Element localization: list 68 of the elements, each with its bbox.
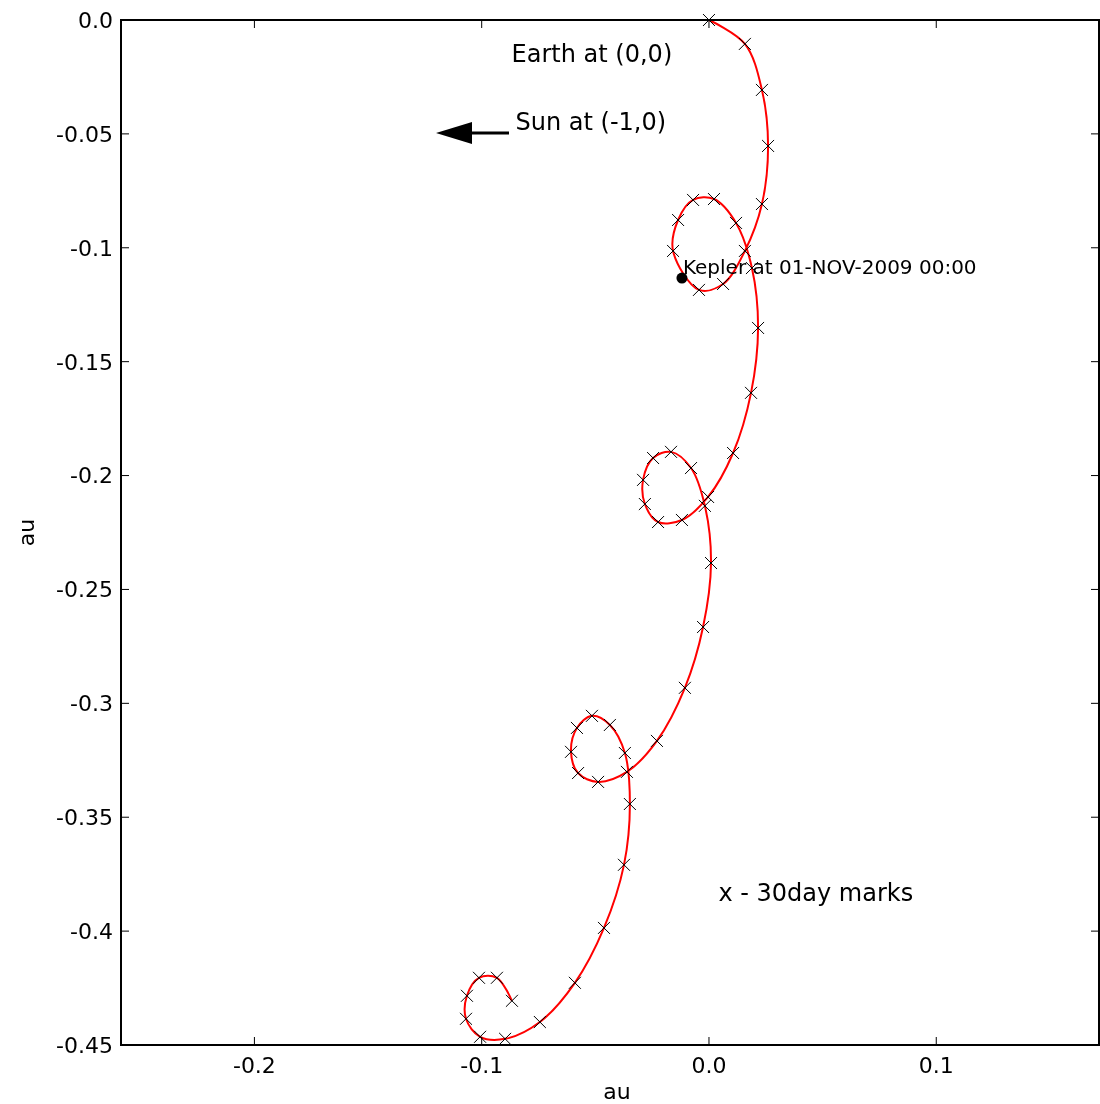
point: [603, 718, 617, 732]
point: [636, 473, 650, 487]
point: [664, 445, 678, 459]
point: [650, 734, 664, 748]
y-tick-label: -0.05: [56, 121, 113, 147]
point: [638, 497, 652, 511]
point: [738, 244, 752, 258]
point: [738, 37, 752, 51]
point: [490, 971, 504, 985]
point: [671, 213, 685, 227]
point: [505, 994, 519, 1008]
point: [701, 490, 715, 504]
y-tick-label: -0.4: [70, 919, 113, 945]
point: [755, 83, 769, 97]
point: [623, 797, 637, 811]
point: [707, 192, 721, 206]
point: [459, 1012, 473, 1026]
y-tick-label: -0.35: [56, 805, 113, 831]
point: [618, 746, 632, 760]
x-tick-label: -0.1: [460, 1053, 504, 1078]
point: [755, 197, 769, 211]
x-axis-title: au: [603, 1079, 631, 1104]
point: [472, 971, 486, 985]
y-tick-label: -0.2: [70, 463, 113, 489]
point: [698, 499, 712, 513]
point: [692, 283, 706, 297]
point: [620, 765, 634, 779]
point: [675, 513, 689, 527]
point: [678, 681, 692, 695]
annotation: Sun at (-1,0): [515, 108, 667, 136]
point: [646, 451, 660, 465]
point: [570, 721, 584, 735]
point: [597, 921, 611, 935]
point: [498, 1032, 512, 1046]
point: [686, 193, 700, 207]
y-tick-label: 0.0: [78, 7, 113, 33]
point: [684, 461, 698, 475]
point: [571, 766, 585, 780]
point: [473, 1030, 487, 1044]
x-tick-label: 0.0: [691, 1053, 727, 1078]
point: [617, 858, 631, 872]
y-tick-label: -0.25: [56, 577, 113, 603]
point: [585, 709, 599, 723]
point: [591, 775, 605, 789]
point: [460, 989, 474, 1003]
annotation: x - 30day marks: [718, 879, 914, 908]
annotation: Earth at (0,0): [511, 39, 673, 68]
point: [716, 277, 730, 291]
point: [726, 446, 740, 460]
point: [751, 321, 765, 335]
point: [564, 745, 578, 759]
x-tick-label: 0.1: [918, 1053, 954, 1078]
point: [666, 244, 680, 258]
point: [696, 620, 710, 634]
point: [651, 515, 665, 529]
y-tick-label: -0.3: [70, 691, 113, 717]
point: [533, 1015, 547, 1029]
y-tick-label: -0.45: [56, 1032, 113, 1058]
y-tick-label: -0.1: [70, 235, 113, 261]
point: [702, 13, 716, 27]
point: [744, 386, 758, 400]
point: [568, 976, 582, 990]
point: [729, 216, 743, 230]
point: [761, 139, 775, 153]
y-axis-title: au: [14, 518, 39, 547]
point: [704, 556, 718, 570]
y-tick-label: -0.15: [56, 349, 113, 375]
x-tick-label: -0.2: [232, 1053, 276, 1078]
